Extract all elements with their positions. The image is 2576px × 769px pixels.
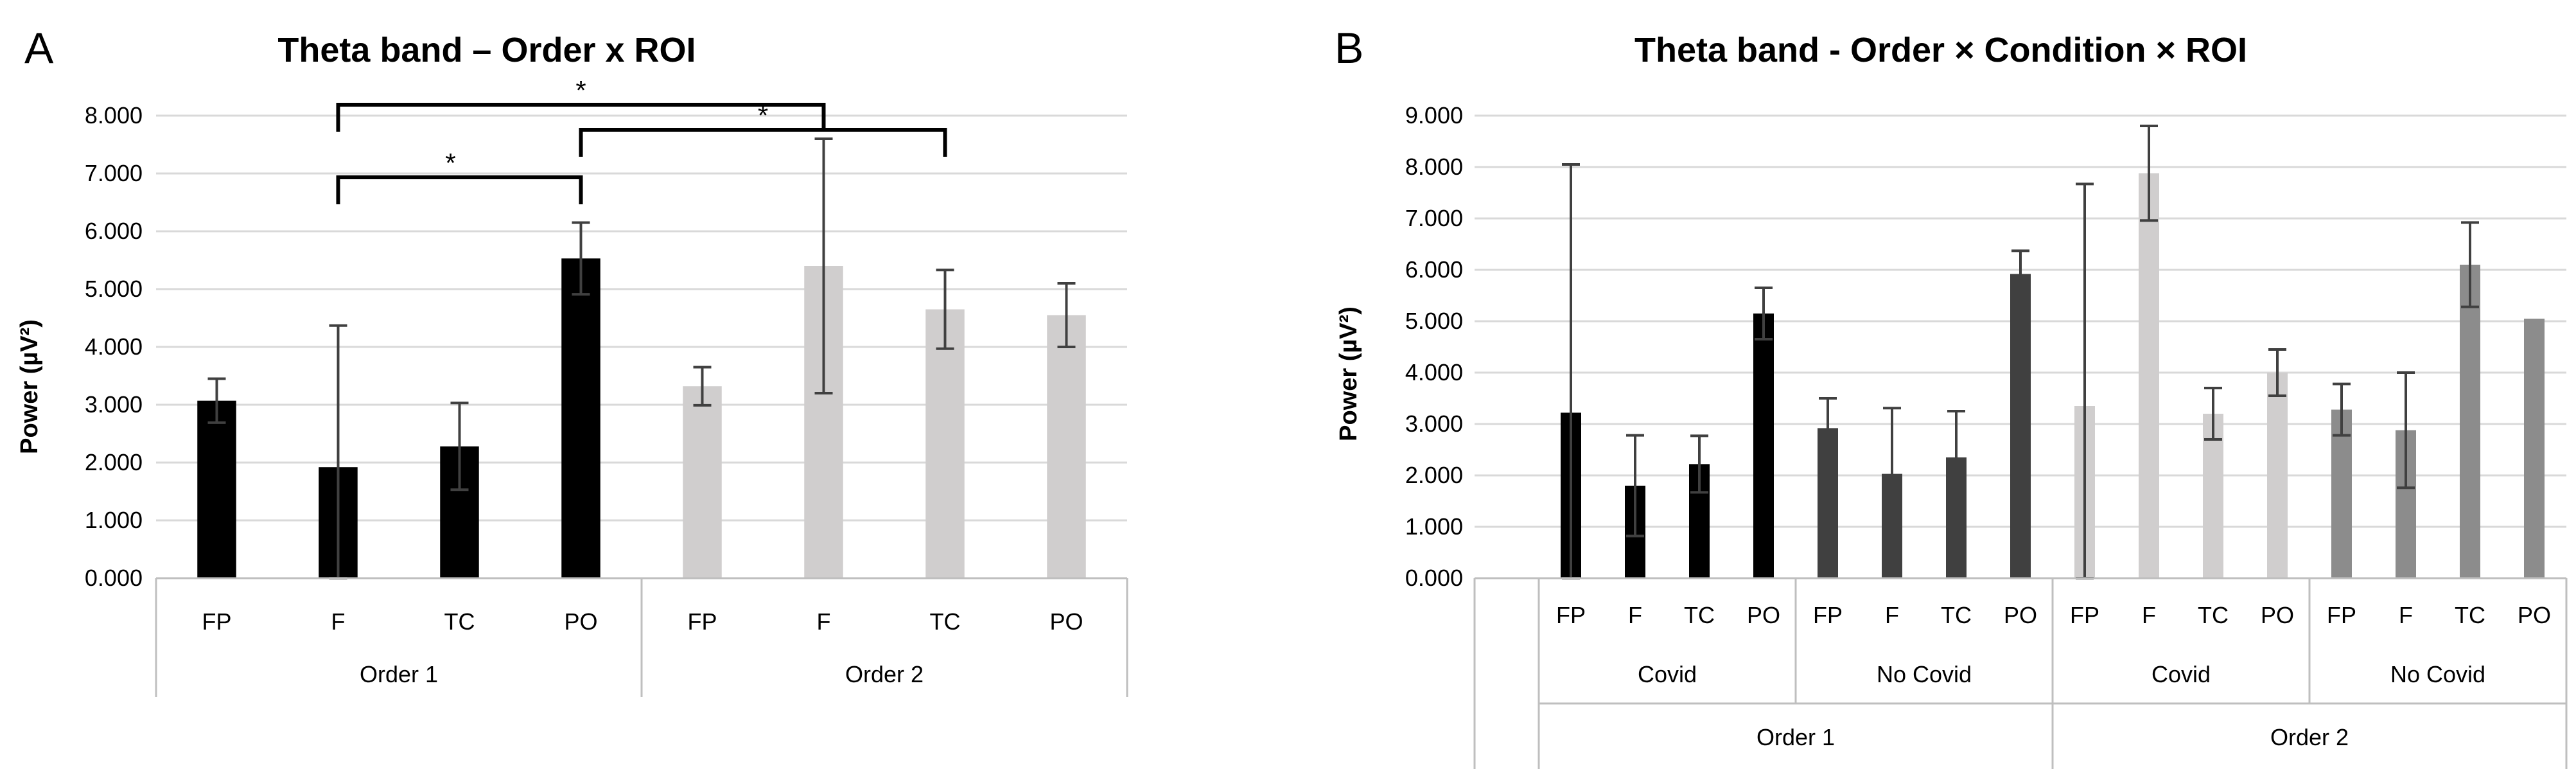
panel-b-x-category-label: TC — [1684, 602, 1715, 628]
panel-a-x-category-label: PO — [1049, 608, 1083, 635]
panel-b-x-category-label: TC — [1941, 602, 1972, 628]
panel-b-y-tick-label: 3.000 — [1405, 411, 1463, 437]
panel-b-y-tick-label: 2.000 — [1405, 462, 1463, 488]
panel-b-bar — [2139, 173, 2159, 579]
panel-b-y-tick-label: 6.000 — [1405, 256, 1463, 283]
panel-b-y-axis-label: Power (µV²) — [1335, 306, 1362, 441]
panel-b-x-category-label: TC — [2455, 602, 2485, 628]
panel-a-group-label: Order 1 — [360, 661, 438, 687]
panel-b-plot: 0.000 1.000 2.000 3.000 4.000 5.000 6.000 7.000… — [1405, 102, 2568, 769]
panel-b-x-category-label: FP — [1813, 602, 1843, 628]
panel-a-significance-star: * — [758, 100, 768, 130]
panel-b-x-category-label: FP — [2327, 602, 2356, 628]
panel-a-significance-star: * — [445, 148, 455, 178]
panel-b-x-category-label: FP — [1556, 602, 1586, 628]
panel-b-bar — [2331, 409, 2352, 578]
panel-b-bar — [2267, 373, 2288, 578]
panel-b-x-category-label: PO — [2261, 602, 2294, 628]
panel-a-plot: 0.000 1.000 2.000 3.000 4.000 5.000 6.000 7.000… — [85, 75, 1128, 697]
panel-b-x-category-label: F — [1628, 602, 1642, 628]
panel-b-group-label: Order 2 — [2270, 724, 2349, 750]
panel-a-bar — [1047, 315, 1086, 578]
panel-b-condition-label: Covid — [2151, 661, 2211, 687]
panel-b-y-tick-label: 1.000 — [1405, 513, 1463, 540]
panel-a-bar — [683, 386, 722, 578]
panel-b-x-category-label: FP — [2070, 602, 2099, 628]
panel-a-y-tick-label: 7.000 — [85, 160, 143, 186]
panel-b-y-tick-label: 8.000 — [1405, 154, 1463, 180]
panel-a-y-axis-label: Power (µV²) — [16, 319, 43, 454]
panel-a-title: Theta band – Order x ROI — [277, 31, 696, 69]
panel-a-significance-bracket — [579, 128, 947, 157]
panel-b-y-tick-label: 0.000 — [1405, 565, 1463, 591]
panel-b-y-tick-label: 7.000 — [1405, 205, 1463, 231]
panel-b-letter: B — [1335, 24, 1363, 73]
panel-b-bar — [2010, 274, 2031, 578]
panel-b-x-category-label: TC — [2198, 602, 2229, 628]
panel-b-x-category-label: F — [2142, 602, 2156, 628]
panel-a-bar — [197, 400, 236, 578]
panel-a-significance-bracket — [336, 103, 826, 132]
panel-b-x-category-label: F — [1885, 602, 1899, 628]
panel-a-x-category-label: TC — [930, 608, 961, 635]
panel-b-x-category-label: F — [2399, 602, 2413, 628]
panel-a-x-category-label: PO — [564, 608, 597, 635]
panel-a-significance-bracket — [336, 175, 583, 204]
panel-a-x-category-label: F — [331, 608, 346, 635]
panel-b-bar — [2203, 414, 2223, 578]
panel-a-x-category-label: F — [817, 608, 831, 635]
panel-b-title: Theta band - Order × Condition × ROI — [1634, 31, 2247, 69]
panel-a-y-tick-label: 0.000 — [85, 565, 143, 591]
panel-a-y-tick-label: 4.000 — [85, 333, 143, 360]
panel-a-y-tick-label: 3.000 — [85, 391, 143, 418]
panel-a-y-tick-label: 2.000 — [85, 449, 143, 475]
panel-b-condition-label: Covid — [1638, 661, 1697, 687]
panel-b-group-label: Order 1 — [1757, 724, 1835, 750]
panel-b-y-tick-label: 9.000 — [1405, 102, 1463, 128]
panel-b-condition-label: No Covid — [2390, 661, 2485, 687]
panel-a-letter: A — [24, 24, 54, 73]
panel-a-bar — [925, 309, 965, 578]
panel-b-condition-label: No Covid — [1877, 661, 1972, 687]
panel-b-bar — [2524, 319, 2545, 578]
panel-a-x-category-label: FP — [202, 608, 231, 635]
panel-a-y-tick-label: 1.000 — [85, 507, 143, 533]
panel-b-x-category-label: PO — [1747, 602, 1780, 628]
panel-a-y-tick-label: 5.000 — [85, 276, 143, 302]
panel-a-bar — [561, 258, 600, 578]
panel-b-x-category-label: PO — [2004, 602, 2037, 628]
panel-a-x-category-label: FP — [687, 608, 717, 635]
panel-a-y-tick-label: 6.000 — [85, 218, 143, 244]
panel-a-y-tick-label: 8.000 — [85, 102, 143, 128]
panel-a-x-category-label: TC — [444, 608, 475, 635]
panel-b-y-tick-label: 5.000 — [1405, 308, 1463, 334]
panel-b-bar — [2460, 265, 2480, 578]
panel-a-significance-star: * — [575, 75, 586, 105]
panel-b-y-tick-label: 4.000 — [1405, 359, 1463, 385]
panel-a-group-label: Order 2 — [845, 661, 924, 687]
panel-b-bar — [1753, 314, 1774, 578]
panel-b-x-category-label: PO — [2518, 602, 2551, 628]
